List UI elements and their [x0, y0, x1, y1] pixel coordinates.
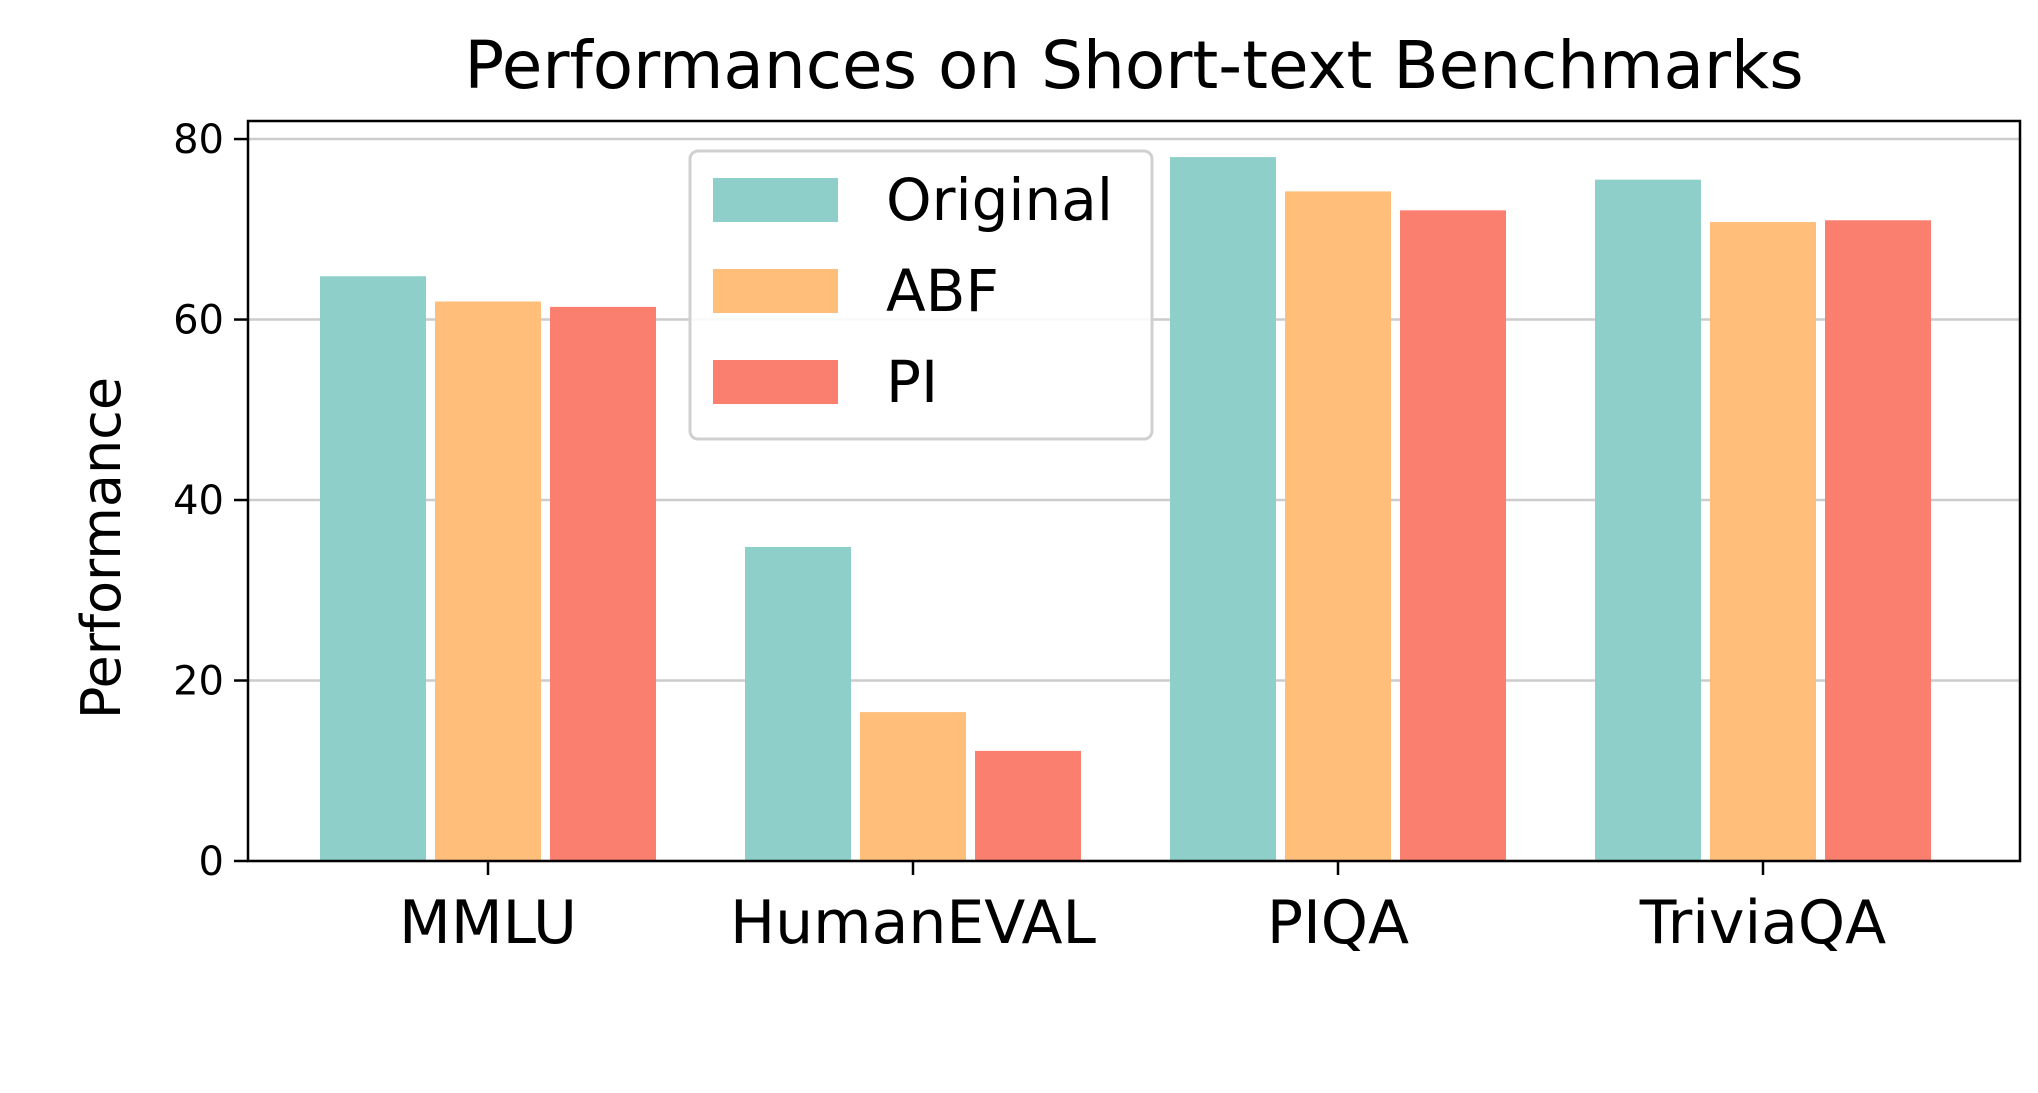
y-axis-label: Performance: [70, 377, 133, 719]
bar-abf-mmlu: [435, 301, 541, 861]
bar-pi-mmlu: [550, 306, 656, 861]
y-tick-label: 0: [199, 839, 224, 885]
x-axis-ticks: MMLU HumanEVAL PIQA TriviaQA: [399, 861, 1886, 958]
y-tick-label: 40: [173, 478, 224, 524]
y-tick-label: 60: [173, 298, 224, 344]
legend-label-original: Original: [886, 166, 1113, 234]
legend-swatch-pi: [713, 360, 838, 404]
chart-title: Performances on Short-text Benchmarks: [464, 27, 1803, 104]
y-tick-label: 80: [173, 117, 224, 163]
x-tick-label: HumanEVAL: [730, 888, 1097, 958]
bar-pi-triviaqa: [1825, 220, 1931, 861]
bar-abf-triviaqa: [1710, 222, 1816, 861]
bar-pi-humaneval: [975, 750, 1081, 861]
plot-frame: [246, 119, 2022, 863]
y-axis-ticks: 0 20 40 60 80: [173, 117, 248, 885]
bar-pi-piqa: [1400, 210, 1506, 862]
bar-original-humaneval: [745, 546, 851, 861]
bar-abf-humaneval: [860, 712, 966, 861]
legend-label-pi: PI: [886, 348, 938, 416]
legend-swatch-original: [713, 178, 838, 222]
legend: Original ABF PI: [688, 149, 1154, 441]
y-tick-label: 20: [173, 659, 224, 705]
x-tick-label: TriviaQA: [1639, 888, 1886, 958]
x-tick-label: MMLU: [399, 888, 577, 958]
bar-abf-piqa: [1285, 191, 1391, 861]
legend-swatch-abf: [713, 269, 838, 313]
x-tick-label: PIQA: [1267, 888, 1409, 958]
legend-label-abf: ABF: [886, 257, 999, 325]
bars: [320, 157, 1931, 862]
bar-original-mmlu: [320, 276, 426, 862]
bar-original-piqa: [1170, 157, 1276, 862]
bar-original-triviaqa: [1595, 179, 1701, 861]
